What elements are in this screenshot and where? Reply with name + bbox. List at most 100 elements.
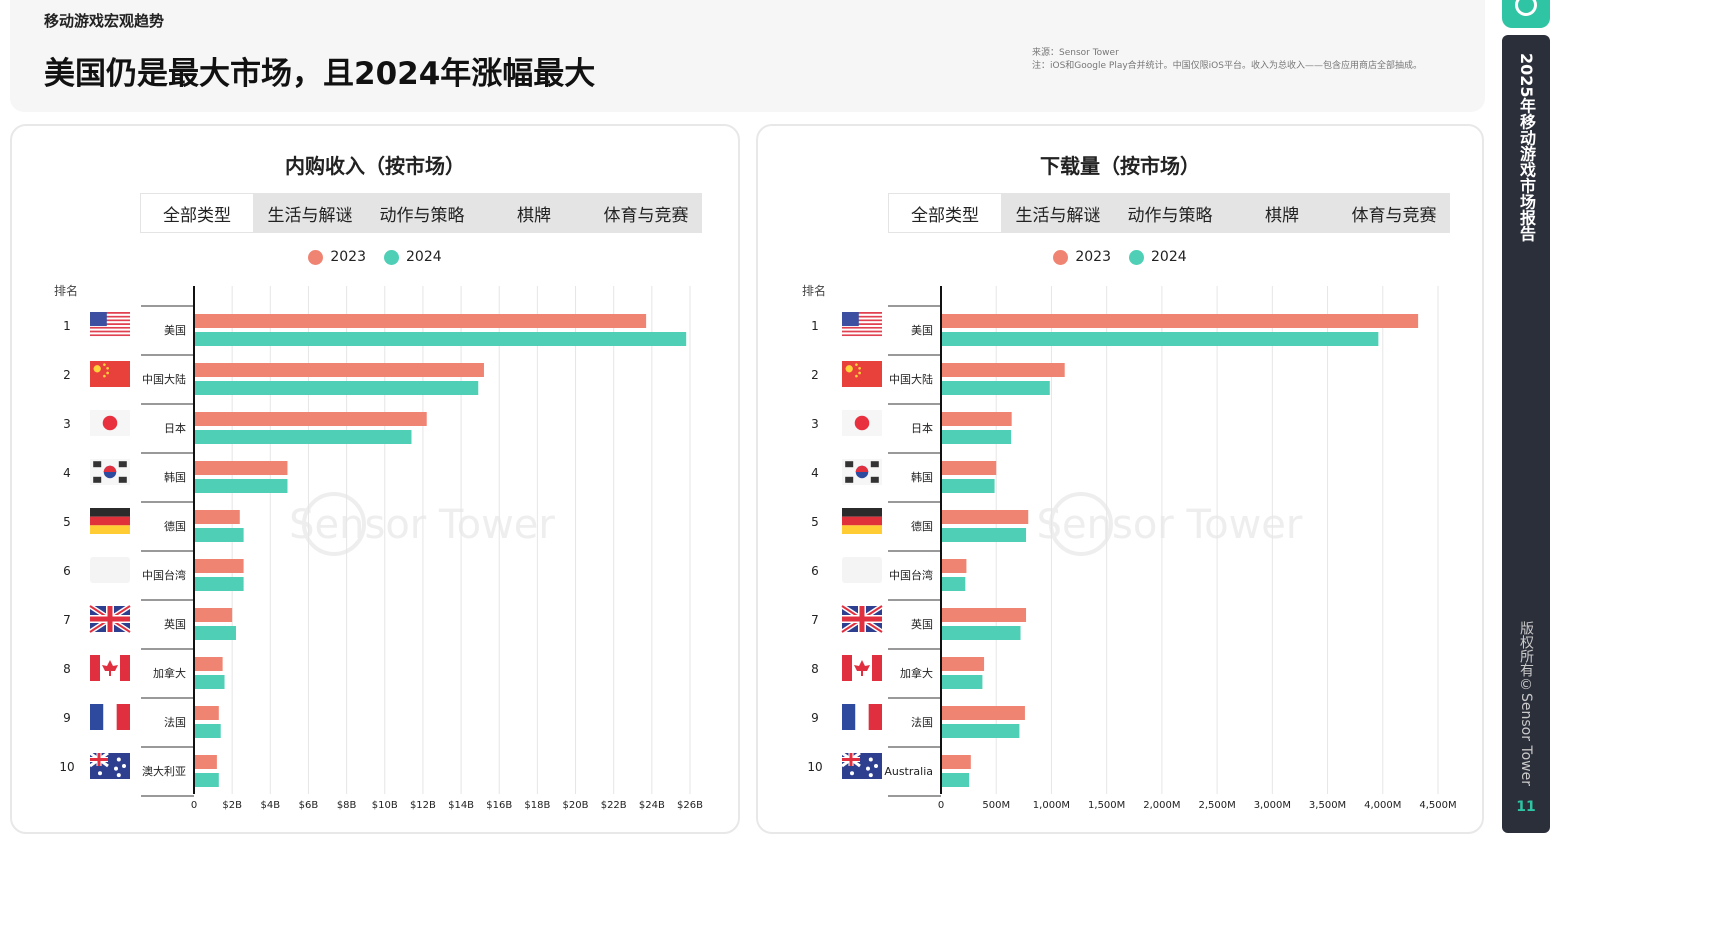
copyright: 版权所有©Sensor Tower [1518,621,1534,786]
watermark: Sensor Tower [1037,502,1303,548]
flag-stripe [90,312,130,314]
revenue-panel: 内购收入（按市场） 全部类型 生活与解谜 动作与策略 棋牌 体育与竞赛 2023… [10,124,740,834]
category-label: 韩国 [911,470,933,484]
bar-2024 [195,577,244,591]
flag-stripe [90,332,130,335]
bar-2024 [942,528,1027,542]
bar-2023 [195,559,244,573]
flag-star [858,371,861,375]
tab-card-board[interactable]: 棋牌 [1265,205,1299,226]
x-tick-label: 4,500M [1419,800,1456,811]
tab-sports-racing[interactable]: 体育与竞赛 [603,205,689,226]
flag-stripe [90,321,130,324]
flag-stripe [90,325,130,327]
flag-stripe [90,313,130,316]
tab-all-genres[interactable]: 全部类型 [888,193,1002,233]
legend-dot-2023 [1053,249,1069,265]
flag-band [116,704,130,730]
flag-field [90,361,130,387]
logo-icon [1515,0,1537,16]
flag-us-icon [90,312,130,338]
section-kicker: 移动游戏宏观趋势 [44,12,165,30]
flag-jp-icon [842,410,882,436]
flag-band [120,655,130,681]
x-tick-label: 0 [191,800,197,811]
flag-star [874,764,878,768]
rank-number: 2 [811,368,819,382]
category-label: 英国 [911,617,933,631]
flag-band [90,516,130,526]
category-label: 日本 [911,421,933,435]
category-label: 德国 [911,519,933,533]
flag-band [855,704,869,730]
flag-band [90,704,104,730]
x-tick-label: 1,500M [1088,800,1125,811]
flag-band [90,525,130,534]
bar-2024 [942,479,995,493]
bar-2023 [942,608,1027,622]
flag-star [106,366,109,370]
flag-stripe [90,328,130,331]
x-tick-label: $8B [337,800,357,811]
bar-2024 [942,430,1012,444]
downloads-legend: 2023 2024 [758,249,1482,265]
legend-label-2023: 2023 [330,249,366,265]
legend-2024[interactable]: 2024 [384,249,442,265]
flag-star [855,363,858,366]
flag-cross-red [107,606,113,632]
sidebar: 2025年移动游戏市场报告 版权所有©Sensor Tower 11 [1502,35,1550,833]
tab-action-strategy[interactable]: 动作与策略 [379,205,465,226]
flag-star [98,771,102,776]
legend-2023[interactable]: 2023 [1053,249,1111,265]
bar-2024 [942,773,970,787]
page-number: 11 [1516,799,1536,815]
flag-trigram [93,461,102,468]
bar-2024 [942,577,966,591]
x-tick-label: $26B [677,800,703,811]
bar-2024 [195,675,225,689]
flag-field [842,361,882,387]
tab-lifestyle-puzzle[interactable]: 生活与解谜 [267,205,353,226]
revenue-chart-title: 内购收入（按市场） [285,154,465,178]
source-note: 来源：Sensor Tower 注：iOS和Google Play合并统计。中国… [1032,47,1422,73]
flag-canton [90,312,107,327]
flag-us-icon [842,312,882,338]
rank-number: 3 [63,417,71,431]
legend-2024[interactable]: 2024 [1129,249,1187,265]
tab-all-genres[interactable]: 全部类型 [140,193,254,233]
x-tick-label: $16B [486,800,512,811]
flag-au-icon [841,751,882,779]
rank-number: 10 [807,760,822,774]
bar-2024 [195,724,221,738]
tab-action-strategy[interactable]: 动作与策略 [1127,205,1213,226]
flag-stripe [90,317,130,320]
flag-trigram [845,461,854,468]
rank-number: 6 [811,564,819,578]
category-label: 美国 [164,324,186,337]
rank-label: 排名 [54,284,79,298]
flag-trigram [870,461,879,468]
flag-star [114,766,118,771]
legend-dot-2023 [308,249,324,265]
category-label: 英国 [164,617,186,631]
category-label: 韩国 [164,470,186,484]
category-label: 中国台湾 [142,568,186,582]
rank-number: 6 [63,564,71,578]
flag-star [858,366,861,370]
flag-trigram [845,476,854,483]
flag-star [103,374,106,378]
flag-stripe [90,326,130,329]
flag-star [868,773,873,778]
flag-ca-icon [90,655,130,681]
revenue-chart: Sensor Tower 0 $2B $4B $6B $8B $10B $12B $14B $16… [59,286,703,811]
flag-cn-icon [90,361,130,387]
rank-number: 1 [63,319,71,333]
tab-card-board[interactable]: 棋牌 [517,205,551,226]
tab-sports-racing[interactable]: 体育与竞赛 [1351,205,1437,226]
tab-lifestyle-puzzle[interactable]: 生活与解谜 [1015,205,1101,226]
bar-2023 [942,510,1029,524]
flag-cross-red [849,753,853,766]
legend-2023[interactable]: 2023 [308,249,366,265]
flag-fr-icon [90,704,130,730]
bar-2024 [195,528,244,542]
